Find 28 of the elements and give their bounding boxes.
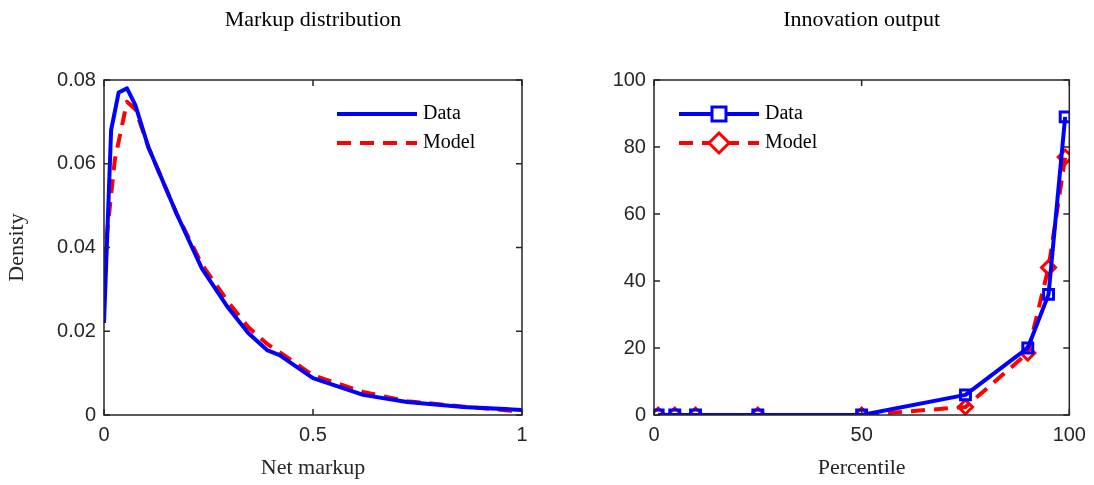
legend-label: Model bbox=[765, 130, 818, 153]
x-tick-label: 1 bbox=[516, 422, 528, 445]
legend-label: Model bbox=[423, 130, 476, 153]
y-tick-label: 60 bbox=[623, 201, 646, 224]
y-tick-label: 0.06 bbox=[57, 151, 96, 174]
y-tick-label: 100 bbox=[612, 67, 646, 90]
y-tick-label: 0.04 bbox=[57, 235, 96, 258]
y-tick-label: 0.08 bbox=[57, 67, 96, 90]
x-axis-title: Net markup bbox=[260, 453, 366, 479]
y-tick-label: 80 bbox=[623, 134, 646, 157]
point bbox=[1042, 287, 1055, 301]
legend-label: Data bbox=[765, 101, 803, 124]
x-tick-label: 0 bbox=[648, 422, 660, 445]
point bbox=[1058, 110, 1070, 124]
y-tick-label: 0.02 bbox=[57, 318, 96, 341]
x-tick-label: 0.5 bbox=[299, 422, 327, 445]
chart-title: Markup distribution bbox=[224, 5, 402, 31]
y-tick-label: 0 bbox=[84, 402, 96, 425]
x-tick-label: 50 bbox=[850, 422, 873, 445]
y-axis-title: Density bbox=[2, 213, 28, 282]
y-tick-label: 0 bbox=[634, 402, 646, 425]
chart-title: Innovation output bbox=[783, 5, 941, 31]
y-tick-label: 20 bbox=[623, 335, 646, 358]
x-axis-title: Percentile bbox=[817, 453, 906, 479]
legend-label: Data bbox=[423, 101, 461, 124]
x-tick-label: 0 bbox=[98, 422, 110, 445]
x-tick-label: 100 bbox=[1052, 422, 1086, 445]
y-tick-label: 40 bbox=[623, 268, 646, 291]
